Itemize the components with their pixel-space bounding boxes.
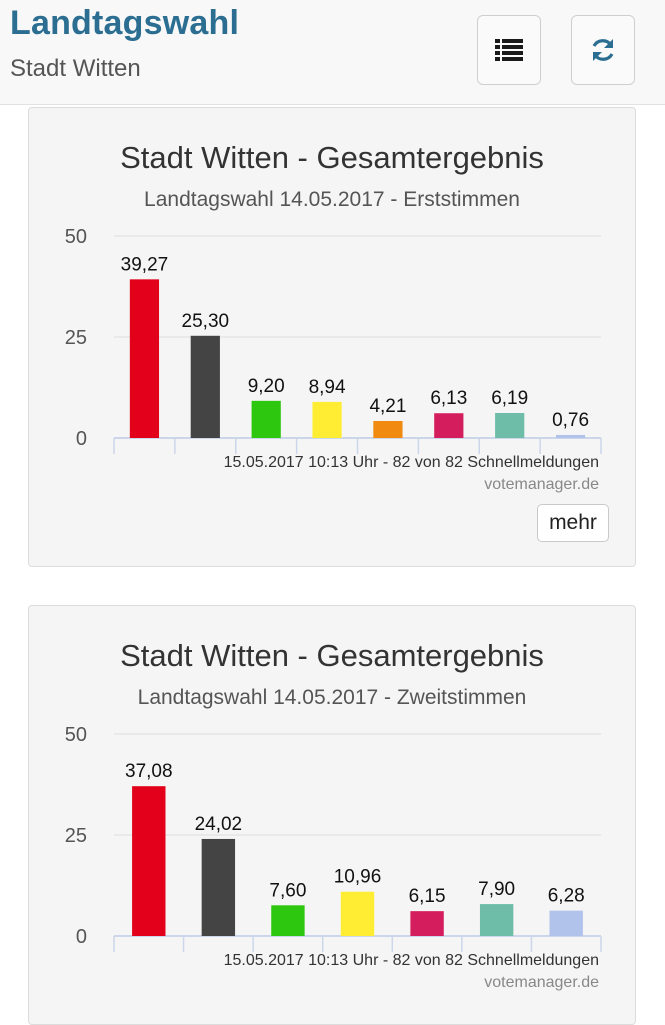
card-subtitle: Landtagswahl 14.05.2017 - Zweitstimmen — [137, 686, 527, 709]
refresh-button[interactable] — [571, 15, 635, 85]
update-info: 15.05.2017 10:13 Uhr - 82 von 82 Schnell… — [223, 952, 599, 969]
bar — [251, 400, 281, 438]
data-label: 6,15 — [409, 886, 446, 907]
bar — [410, 911, 444, 936]
app-subtitle: Stadt Witten — [10, 55, 141, 82]
data-label: 4,21 — [369, 396, 406, 417]
data-label: 6,13 — [430, 388, 467, 409]
data-label: 37,08 — [125, 761, 173, 782]
y-tick-label: 50 — [65, 724, 87, 746]
y-tick-label: 0 — [76, 428, 87, 450]
data-label: 24,02 — [195, 814, 243, 835]
card-subtitle: Landtagswahl 14.05.2017 - Erststimmen — [144, 188, 520, 211]
bar — [549, 910, 583, 936]
bar — [555, 434, 586, 438]
data-label: 0,76 — [552, 410, 589, 431]
result-card-zweitstimmen: Stadt Witten - Gesamtergebnis Landtagswa… — [28, 605, 636, 1025]
data-label: 25,30 — [182, 311, 230, 332]
bar-chart-zweitstimmen: 0 25 50 37,08 24,02 7,60 10,96 6,15 7,90 6,28 — [65, 724, 602, 952]
data-label: 6,28 — [548, 886, 585, 907]
list-button[interactable] — [477, 15, 541, 85]
bar — [271, 905, 305, 936]
bar — [434, 413, 464, 438]
data-label: 6,19 — [491, 388, 528, 409]
data-label: 10,96 — [334, 867, 382, 888]
list-icon — [495, 39, 523, 61]
app-title: Landtagswahl — [10, 4, 240, 42]
bar-chart-erststimmen: 0 25 50 39,27 25,30 9,20 8,94 4,21 6,13 6,19 0,76 — [65, 226, 602, 454]
data-label: 8,94 — [309, 377, 346, 398]
y-tick-label: 50 — [65, 226, 87, 248]
bar — [132, 786, 166, 936]
refresh-icon — [592, 39, 614, 61]
bar — [129, 279, 160, 438]
card-title: Stadt Witten - Gesamtergebnis — [120, 140, 544, 175]
y-tick-label: 25 — [65, 825, 87, 847]
data-label: 7,90 — [478, 879, 515, 900]
bar — [495, 412, 525, 438]
credit-link[interactable]: votemanager.de — [484, 476, 599, 493]
bar — [190, 335, 220, 438]
credit-link[interactable]: votemanager.de — [484, 974, 599, 991]
y-tick-label: 25 — [65, 327, 87, 349]
card-title: Stadt Witten - Gesamtergebnis — [120, 638, 544, 673]
update-info: 15.05.2017 10:13 Uhr - 82 von 82 Schnell… — [223, 454, 599, 471]
result-card-erststimmen: Stadt Witten - Gesamtergebnis Landtagswa… — [28, 107, 636, 567]
bar — [340, 891, 375, 936]
y-tick-label: 0 — [76, 926, 87, 948]
top-bar: Landtagswahl Stadt Witten — [0, 0, 665, 105]
bar — [312, 401, 342, 438]
data-label: 39,27 — [121, 254, 169, 275]
bar — [373, 420, 403, 438]
more-button[interactable]: mehr — [537, 504, 609, 542]
data-label: 9,20 — [248, 376, 285, 397]
bar — [479, 904, 514, 936]
data-label: 7,60 — [269, 880, 306, 901]
bar — [201, 838, 236, 936]
